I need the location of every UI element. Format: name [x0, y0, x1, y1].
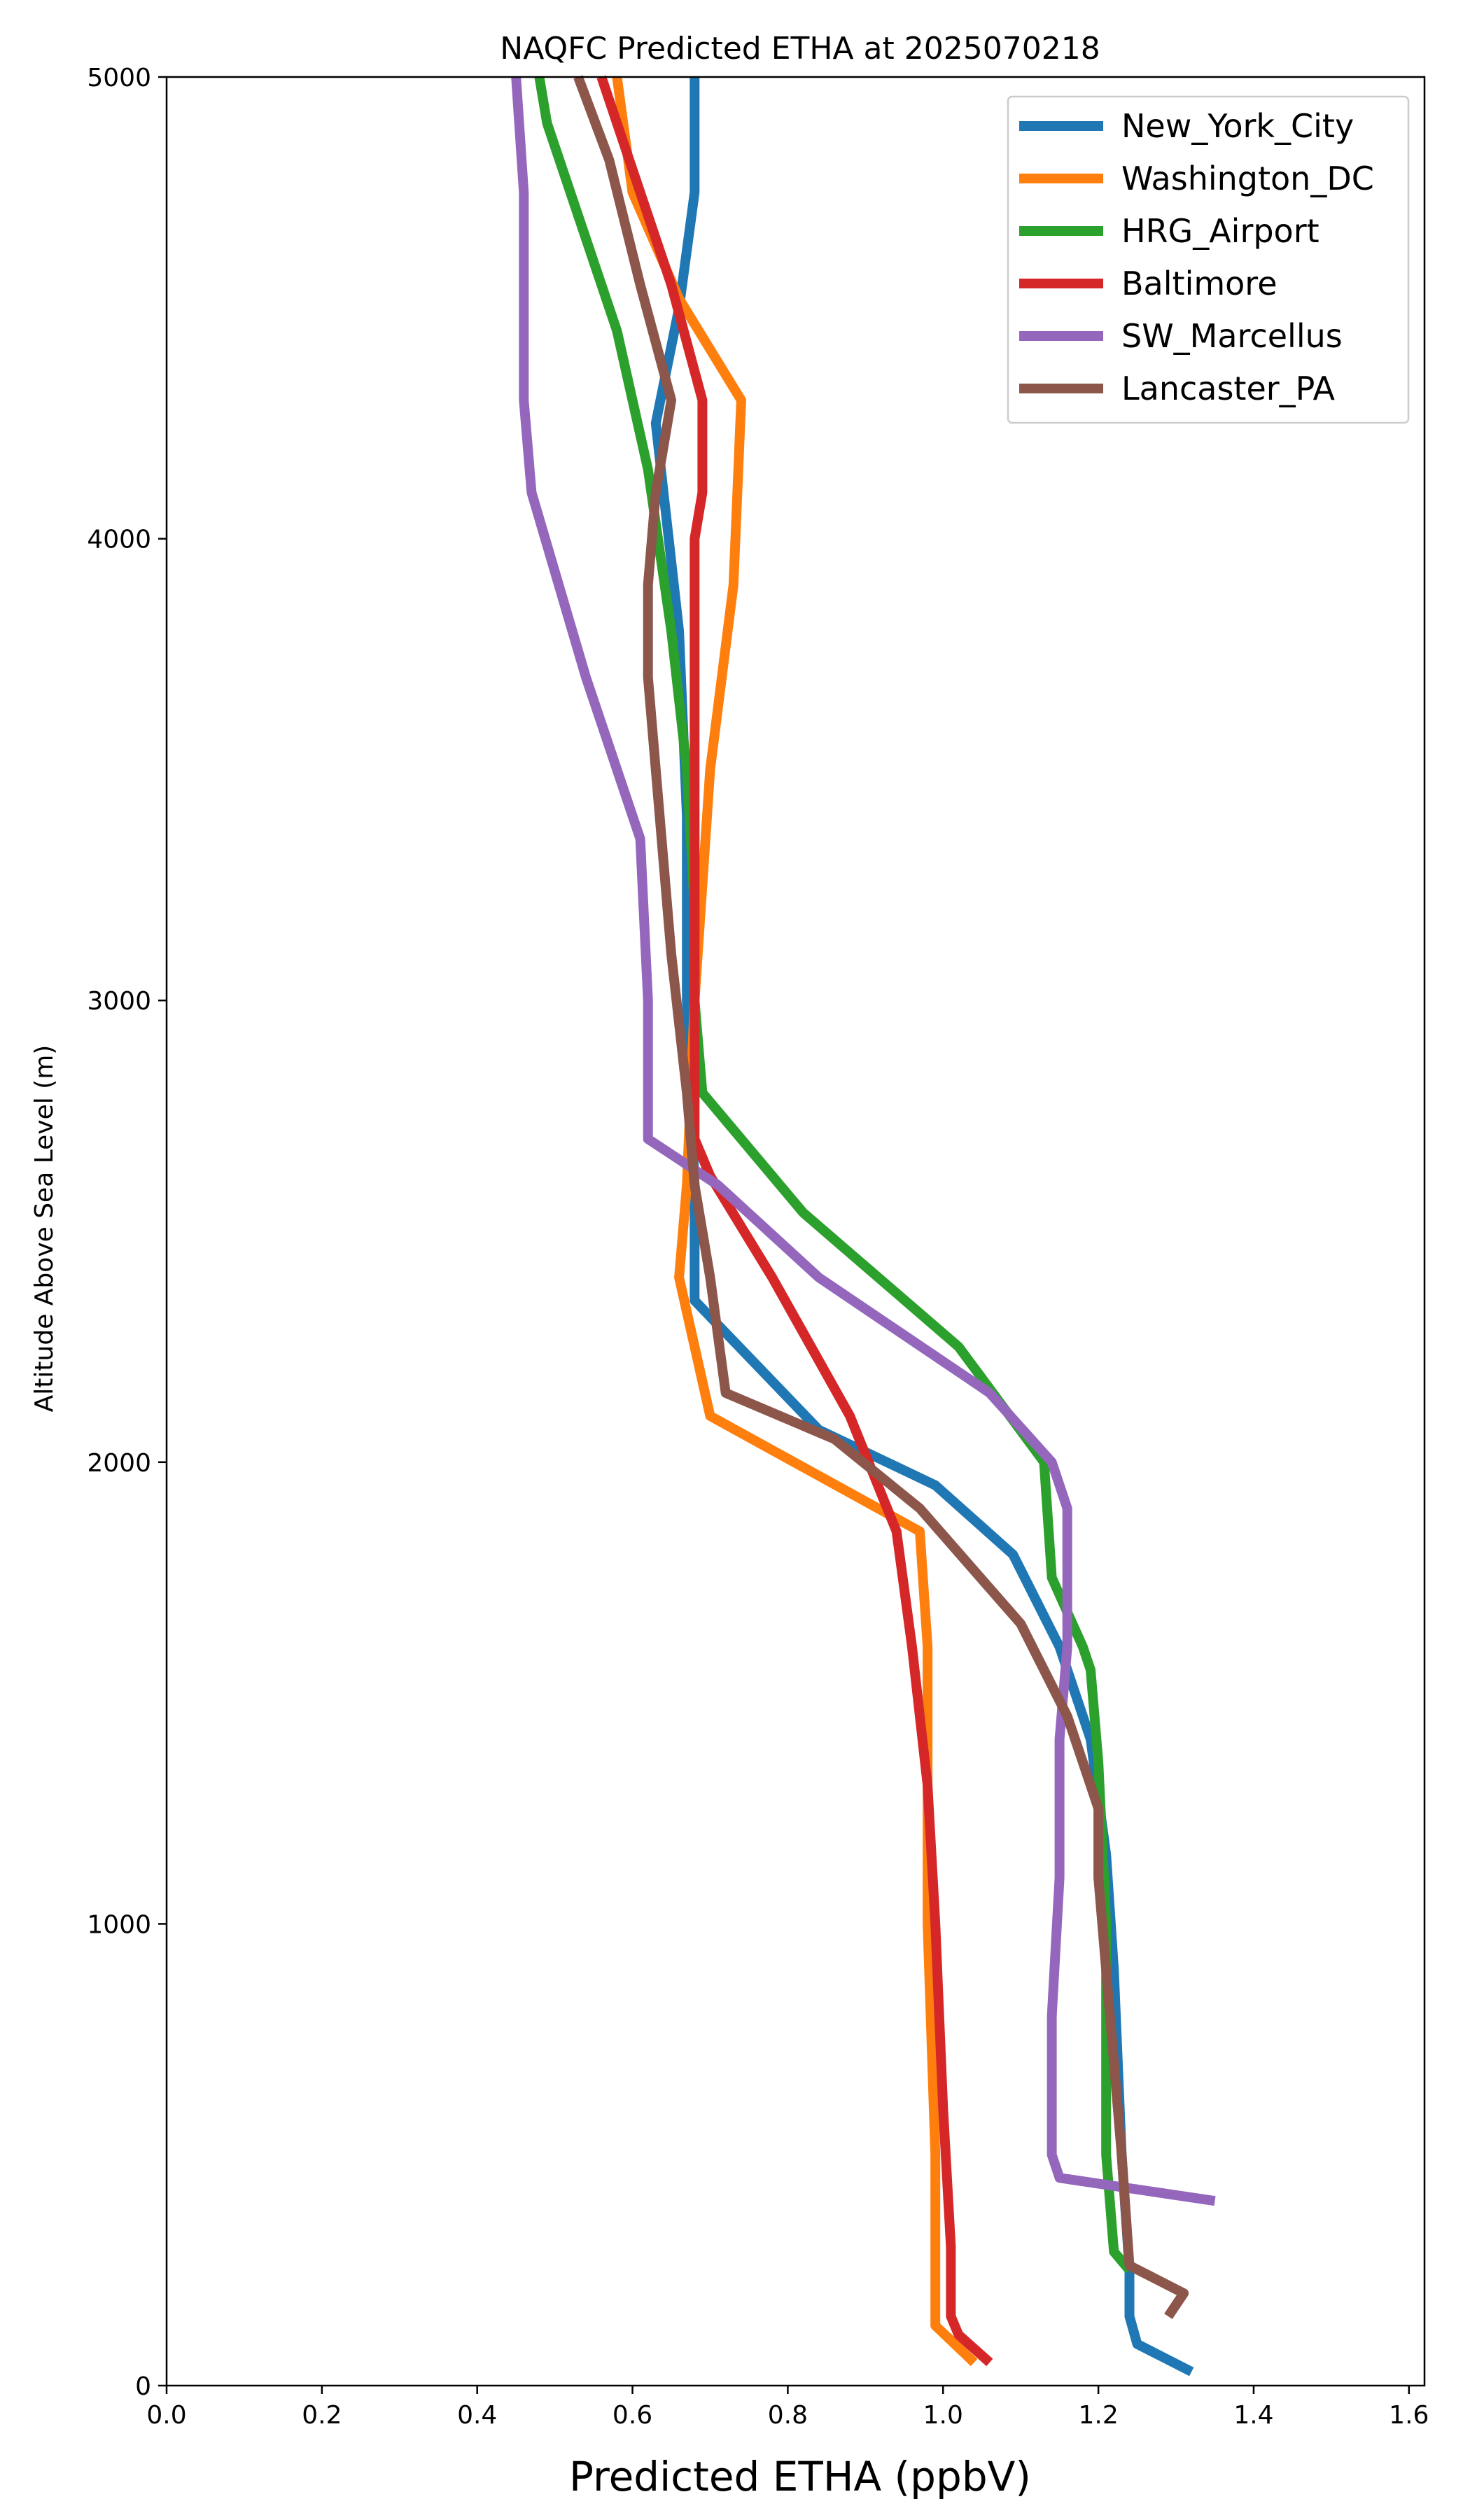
- legend-label: SW_Marcellus: [1121, 317, 1343, 355]
- legend-label: Baltimore: [1121, 265, 1278, 302]
- axes-frame: [165, 76, 1426, 2387]
- series-line-lancaster-pa: [573, 75, 1189, 2320]
- x-tick-label: 1.6: [1389, 2401, 1429, 2430]
- x-axis-ticks: 0.0 0.2 0.4 0.6 0.8 1.0 1.2 1.4 1.6: [146, 2386, 1429, 2430]
- x-tick-label: 0.0: [146, 2401, 186, 2430]
- x-tick-label: 1.4: [1233, 2401, 1273, 2430]
- x-axis-label: Predicted ETHA (ppbV): [569, 2453, 1031, 2500]
- series-line-washington-dc: [612, 76, 978, 2367]
- plot-area: 0.0 0.2 0.4 0.6 0.8 1.0 1.2 1.4 1.6 0 1000 2000 300…: [87, 64, 1429, 2430]
- legend-label: Washington_DC: [1121, 160, 1374, 197]
- y-axis-label: Altitude Above Sea Level (m): [30, 1045, 59, 1413]
- legend: New_York_City Washington_DC HRG_Airport Bal…: [1007, 95, 1410, 424]
- x-tick-label: 0.4: [457, 2401, 497, 2430]
- x-tick-label: 0.2: [302, 2401, 342, 2430]
- chart-title: NAQFC Predicted ETHA at 2025070218: [500, 31, 1100, 66]
- series-layer: [511, 75, 1216, 2376]
- legend-label: HRG_Airport: [1121, 212, 1320, 250]
- legend-label: New_York_City: [1121, 107, 1354, 145]
- y-tick-label: 5000: [87, 64, 151, 92]
- legend-label: Lancaster_PA: [1121, 370, 1335, 407]
- series-line-baltimore: [596, 75, 993, 2367]
- x-tick-label: 0.6: [612, 2401, 652, 2430]
- y-tick-label: 1000: [87, 1910, 151, 1939]
- x-tick-label: 1.2: [1078, 2401, 1118, 2430]
- y-axis-ticks: 0 1000 2000 3000 4000 5000: [87, 64, 167, 2401]
- y-tick-label: 4000: [87, 526, 151, 554]
- y-tick-label: 0: [135, 2372, 151, 2401]
- x-tick-label: 0.8: [768, 2401, 808, 2430]
- series-line-sw-marcellus: [511, 76, 1216, 2206]
- y-tick-label: 3000: [87, 987, 151, 1016]
- y-tick-label: 2000: [87, 1449, 151, 1478]
- x-tick-label: 1.0: [923, 2401, 963, 2430]
- legend-box: [1007, 95, 1410, 424]
